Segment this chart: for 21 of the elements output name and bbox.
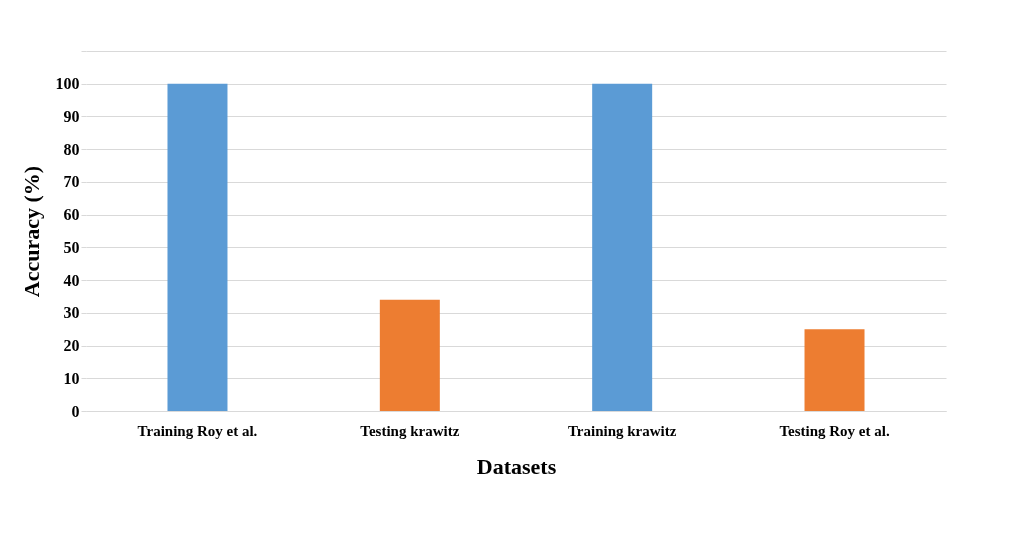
y-tick-label: 10	[63, 369, 80, 387]
y-axis-title: Accuracy (%)	[18, 165, 44, 298]
x-tick-label: Testing Roy et al.	[779, 422, 890, 439]
bar	[167, 83, 228, 411]
x-tick-label: Training krawitz	[567, 422, 677, 439]
y-tick-label: 30	[63, 304, 80, 322]
y-tick-label: 100	[55, 75, 80, 93]
x-axis-title: Datasets	[476, 453, 557, 479]
y-tick-label: 0	[71, 402, 80, 420]
y-tick-label: 60	[63, 206, 80, 224]
y-tick-label: 40	[63, 271, 80, 289]
x-tick-label: Testing krawitz	[360, 422, 460, 439]
x-tick-label: Training Roy et al.	[137, 422, 258, 439]
y-tick-label: 90	[63, 107, 80, 125]
bar	[804, 329, 865, 411]
y-tick-label: 70	[63, 173, 80, 191]
bar	[379, 299, 440, 411]
y-tick-label: 50	[63, 238, 80, 256]
y-tick-label: 80	[63, 140, 80, 158]
bar	[592, 83, 653, 411]
y-tick-label: 20	[63, 337, 80, 355]
